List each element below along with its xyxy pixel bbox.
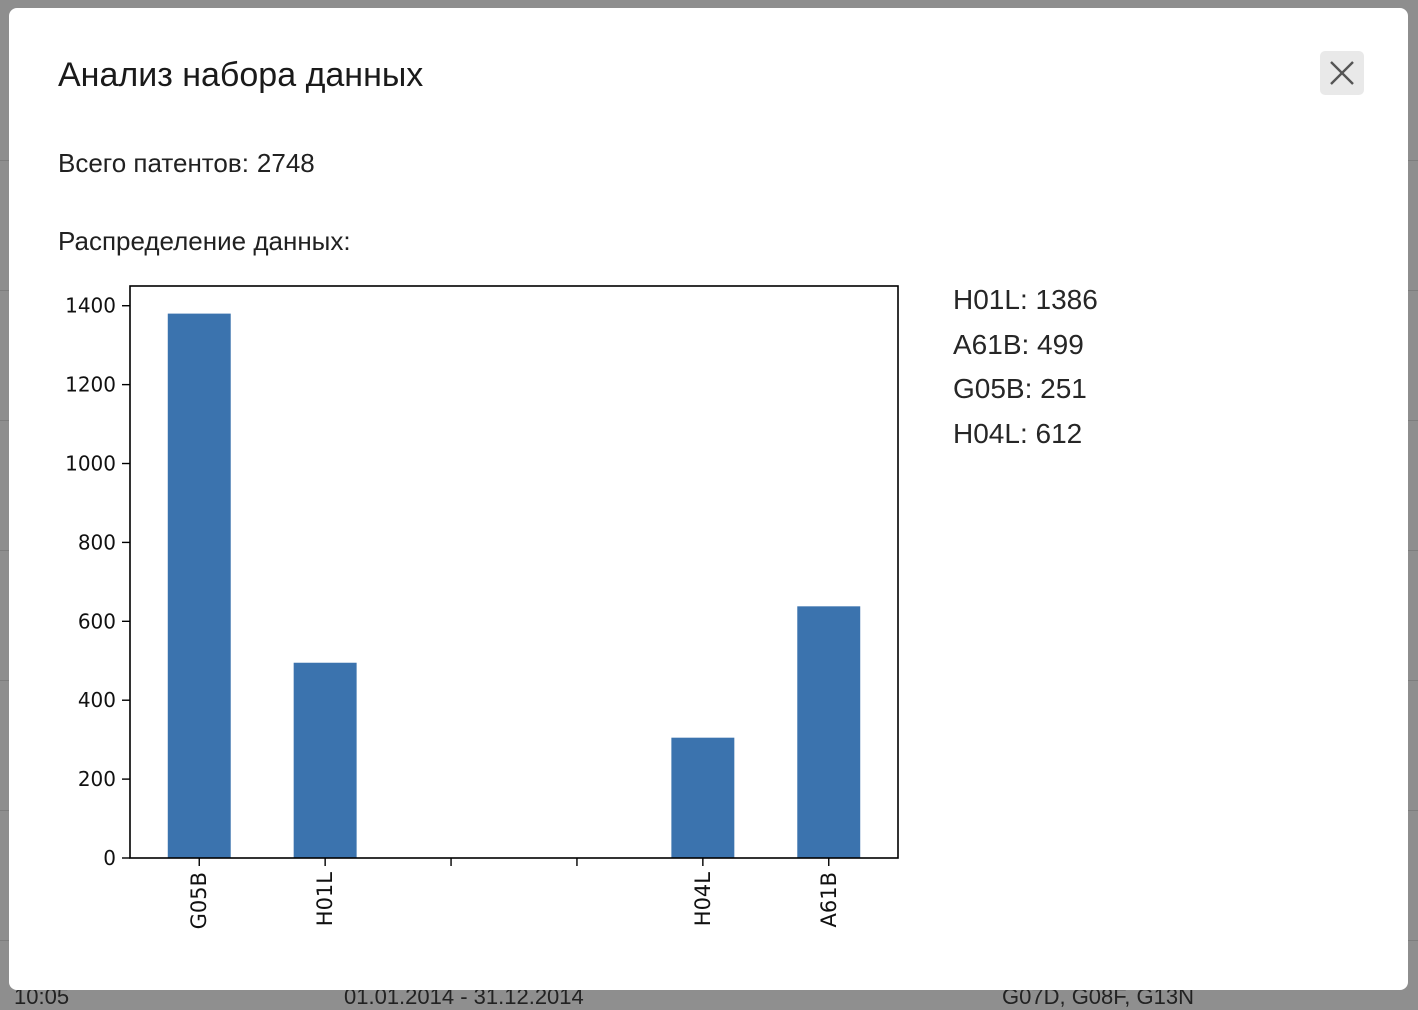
y-tick-label: 1000 — [65, 452, 116, 476]
y-tick-label: 1200 — [65, 373, 116, 397]
legend-item: A61B: 499 — [953, 328, 1084, 360]
total-patents-value: 2748 — [256, 148, 315, 178]
dataset-analysis-modal: Анализ набора данных Всего патентов: 2748… — [9, 8, 1408, 990]
y-tick-label: 800 — [78, 530, 116, 554]
modal-title: Анализ набора данных — [58, 56, 424, 94]
legend-item: H04L: 612 — [953, 417, 1083, 449]
bar-h04l — [671, 737, 735, 858]
legend-item: G05B: 251 — [953, 373, 1087, 404]
x-tick-label: A61B — [817, 872, 841, 928]
close-button[interactable] — [1320, 51, 1364, 95]
close-icon — [1330, 61, 1354, 85]
bar-g05b — [167, 313, 231, 859]
y-tick-label: 400 — [78, 688, 116, 712]
distribution-legend: H01L: 1386 A61B: 499 G05B: 251 H04L: 612 — [953, 285, 1098, 463]
bar-a61b — [797, 606, 861, 858]
x-tick-label: H04L — [691, 872, 715, 927]
legend-item: H01L: 1386 — [953, 284, 1098, 315]
x-tick-label: H01L — [313, 872, 337, 927]
y-tick-label: 1400 — [65, 294, 116, 318]
total-patents: Всего патентов: 2748 — [58, 148, 315, 179]
total-patents-label: Всего патентов: — [58, 148, 249, 178]
y-tick-label: 0 — [103, 846, 116, 870]
distribution-bar-chart: 0 200 400 600 800 1000 1200 1400 G05B H01L H04L A61… — [65, 285, 899, 929]
bar-h01l — [293, 662, 357, 858]
y-tick-label: 200 — [78, 767, 116, 791]
plot-frame — [129, 285, 899, 859]
distribution-label: Распределение данных: — [58, 226, 351, 256]
x-tick-label: G05B — [187, 872, 211, 929]
y-tick-label: 600 — [78, 609, 116, 633]
